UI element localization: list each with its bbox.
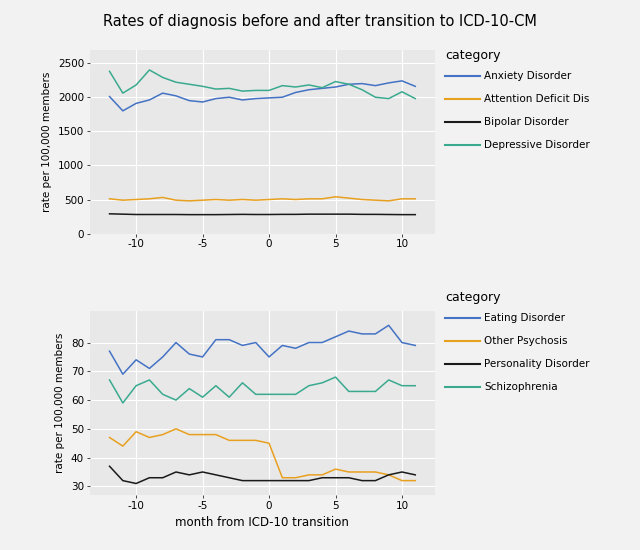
Text: Bipolar Disorder: Bipolar Disorder xyxy=(484,117,569,127)
Text: Schizophrenia: Schizophrenia xyxy=(484,382,558,392)
Text: Eating Disorder: Eating Disorder xyxy=(484,313,566,323)
Text: Attention Deficit Dis: Attention Deficit Dis xyxy=(484,94,590,104)
Text: Rates of diagnosis before and after transition to ICD-10-CM: Rates of diagnosis before and after tran… xyxy=(103,14,537,29)
Text: Other Psychosis: Other Psychosis xyxy=(484,336,568,346)
X-axis label: month from ICD-10 transition: month from ICD-10 transition xyxy=(175,516,349,529)
Y-axis label: rate per 100,000 members: rate per 100,000 members xyxy=(56,333,65,473)
Text: category: category xyxy=(445,292,500,305)
Text: category: category xyxy=(445,50,500,63)
Text: Anxiety Disorder: Anxiety Disorder xyxy=(484,71,572,81)
Y-axis label: rate per 100,000 members: rate per 100,000 members xyxy=(42,72,52,212)
Text: Depressive Disorder: Depressive Disorder xyxy=(484,140,590,150)
Text: Personality Disorder: Personality Disorder xyxy=(484,359,590,369)
